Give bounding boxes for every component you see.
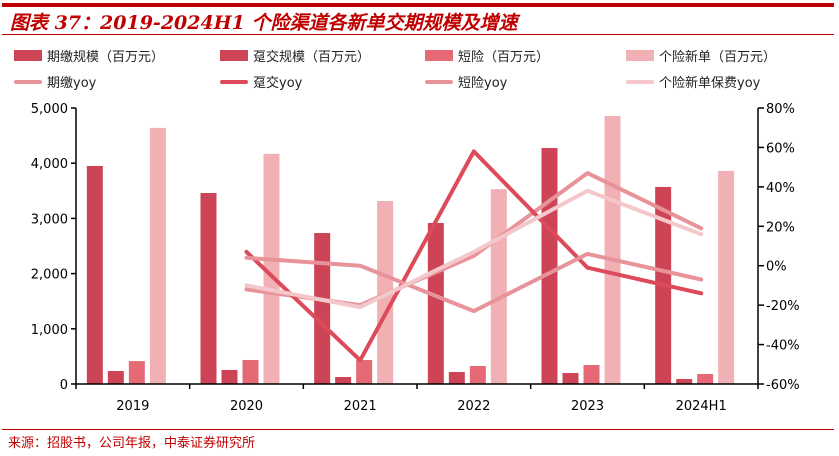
legend-label: 短险yoy — [458, 76, 508, 91]
left-tick-label: 1,000 — [31, 323, 68, 338]
x-tick-label: 2021 — [344, 399, 377, 414]
right-tick-label: 40% — [766, 181, 795, 196]
x-tick-label: 2020 — [230, 399, 263, 414]
bar-0-2020 — [200, 193, 217, 384]
line-1 — [244, 149, 704, 363]
legend-swatch — [220, 79, 248, 84]
bar-3-2023 — [604, 116, 621, 384]
legend-label: 趸交规模（百万元） — [253, 50, 371, 65]
bar-1-2019 — [107, 371, 124, 384]
bar-0-2019 — [86, 165, 103, 384]
legend-label: 期缴yoy — [47, 76, 97, 91]
bar-2-2019 — [128, 361, 145, 384]
legend-label: 个险新单（百万元） — [659, 50, 777, 65]
line-2 — [244, 251, 704, 314]
bar-2-2024H1 — [697, 374, 714, 384]
left-tick-label: 3,000 — [31, 212, 68, 227]
legend-item-line-2: 短险yoy — [425, 72, 507, 91]
bar-3-2024H1 — [718, 170, 735, 384]
legend-item-bar-1: 趸交规模（百万元） — [220, 46, 370, 65]
top-rule — [2, 3, 834, 7]
left-tick-label: 5,000 — [31, 102, 68, 117]
legend-label: 趸交yoy — [253, 76, 303, 91]
source-note: 来源：招股书，公司年报，中泰证券研究所 — [8, 436, 256, 451]
legend-item-line-1: 趸交yoy — [220, 72, 302, 91]
bar-0-2021 — [314, 233, 331, 384]
legend-swatch — [220, 50, 248, 61]
left-tick-label: 0 — [60, 378, 68, 393]
x-tick-label: 2024H1 — [676, 399, 727, 414]
right-tick-label: 80% — [766, 102, 795, 117]
legend-item-line-0: 期缴yoy — [14, 72, 96, 91]
bar-3-2022 — [490, 189, 507, 384]
legend-swatch — [14, 50, 42, 61]
bar-2-2022 — [469, 366, 486, 384]
x-tick-label: 2023 — [571, 399, 604, 414]
title-rule — [2, 34, 834, 35]
bar-3-2020 — [263, 153, 280, 384]
right-tick-label: 60% — [766, 141, 795, 156]
bar-1-2022 — [448, 372, 465, 384]
legend-item-bar-2: 短险（百万元） — [425, 46, 549, 65]
legend-label: 期缴规模（百万元） — [47, 50, 165, 65]
right-tick-label: 0% — [766, 260, 787, 275]
bar-0-2022 — [427, 222, 444, 384]
bar-1-2021 — [335, 376, 352, 384]
chart-title: 图表 37：2019-2024H1 个险渠道各新单交期规模及增速 — [10, 12, 518, 34]
right-tick-label: -20% — [766, 299, 800, 314]
x-tick-label: 2022 — [457, 399, 490, 414]
bar-2-2020 — [242, 359, 259, 384]
legend-item-bar-0: 期缴规模（百万元） — [14, 46, 164, 65]
legend-item-line-3: 个险新单保费yoy — [626, 72, 760, 91]
x-tick-label: 2019 — [116, 399, 149, 414]
legend-swatch — [425, 79, 453, 84]
legend-label: 个险新单保费yoy — [659, 76, 761, 91]
source-rule — [2, 429, 834, 430]
legend-swatch — [14, 79, 42, 84]
left-tick-label: 2,000 — [31, 268, 68, 283]
left-tick-label: 4,000 — [31, 157, 68, 172]
bar-0-2023 — [541, 148, 558, 384]
legend-item-bar-3: 个险新单（百万元） — [626, 46, 776, 65]
right-tick-label: 20% — [766, 220, 795, 235]
bar-2-2021 — [356, 359, 373, 384]
bar-1-2024H1 — [676, 379, 693, 384]
right-tick-label: -60% — [766, 378, 800, 393]
bar-1-2020 — [221, 369, 238, 384]
bar-1-2023 — [562, 373, 579, 384]
legend-swatch — [425, 50, 453, 61]
bar-2-2023 — [583, 365, 600, 384]
legend-swatch — [626, 79, 654, 84]
line-3 — [244, 188, 704, 310]
bar-3-2019 — [149, 127, 166, 384]
right-tick-label: -40% — [766, 339, 800, 354]
legend-label: 短险（百万元） — [458, 50, 550, 65]
legend-swatch — [626, 50, 654, 61]
